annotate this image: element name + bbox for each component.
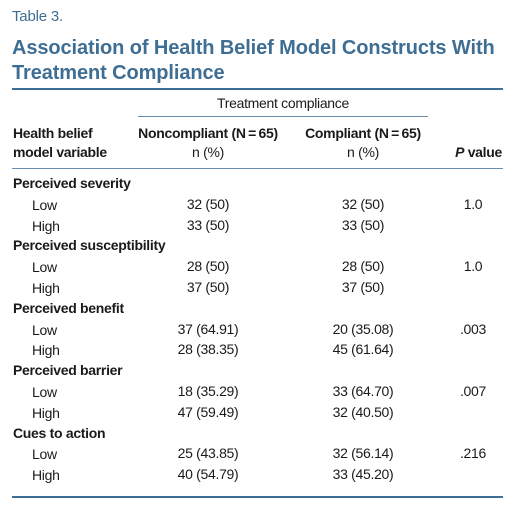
- p-value-cell: .007: [459, 383, 487, 399]
- table-row-label: Low: [32, 197, 57, 213]
- column-header-variable-line-1: Health belief: [13, 125, 93, 141]
- table-bottom-rule: [12, 496, 503, 498]
- table-group-row: Perceived barrier: [13, 362, 123, 378]
- compliant-cell: 32 (56.14): [332, 445, 394, 461]
- column-header-compliant-line-1: Compliant (N = 65): [305, 125, 421, 141]
- noncompliant-cell: 47 (59.49): [177, 404, 239, 420]
- compliant-cell: 32 (50): [341, 196, 385, 212]
- group-header-treatment-compliance: Treatment compliance: [217, 95, 349, 111]
- table-row-label: High: [32, 280, 60, 296]
- compliant-cell: 33 (64.70): [332, 383, 394, 399]
- table-row-label: Low: [32, 259, 57, 275]
- table-group-row: Perceived susceptibility: [13, 237, 166, 253]
- compliant-cell: 45 (61.64): [332, 341, 394, 357]
- column-header-noncompliant-line-2: n (%): [192, 144, 224, 160]
- table-row-label: Low: [32, 322, 57, 338]
- column-header-p-value: P value: [440, 142, 502, 162]
- noncompliant-cell: 33 (50): [186, 217, 230, 233]
- p-value-cell: 1.0: [463, 196, 483, 212]
- column-header-variable-line-2: model variable: [13, 144, 107, 160]
- column-header-p-suffix: value: [464, 144, 503, 160]
- table-row-label: High: [32, 218, 60, 234]
- column-header-noncompliant-line-1: Noncompliant (N = 65): [138, 125, 278, 141]
- group-header-rule: [138, 116, 428, 117]
- noncompliant-cell: 40 (54.79): [177, 466, 239, 482]
- table-title: Association of Health Belief Model Const…: [12, 37, 495, 84]
- table-row-label: High: [32, 342, 60, 358]
- table-row-label: High: [32, 467, 60, 483]
- noncompliant-cell: 37 (50): [186, 279, 230, 295]
- noncompliant-cell: 25 (43.85): [177, 445, 239, 461]
- table-label: Table 3.: [12, 8, 63, 25]
- table-row-label: Low: [32, 384, 57, 400]
- p-value-cell: .216: [459, 445, 487, 461]
- column-header-p-italic: P: [455, 144, 465, 160]
- table-top-rule: [12, 88, 503, 90]
- noncompliant-cell: 28 (50): [186, 258, 230, 274]
- table-row-label: Low: [32, 446, 57, 462]
- noncompliant-cell: 32 (50): [186, 196, 230, 212]
- noncompliant-cell: 18 (35.29): [177, 383, 239, 399]
- compliant-cell: 37 (50): [341, 279, 385, 295]
- column-header-compliant-line-2: n (%): [347, 144, 379, 160]
- header-bottom-rule: [12, 168, 503, 169]
- compliant-cell: 28 (50): [341, 258, 385, 274]
- compliant-cell: 33 (50): [341, 217, 385, 233]
- noncompliant-cell: 28 (38.35): [177, 341, 239, 357]
- compliant-cell: 32 (40.50): [332, 404, 394, 420]
- p-value-cell: 1.0: [463, 258, 483, 274]
- compliant-cell: 20 (35.08): [332, 321, 394, 337]
- noncompliant-cell: 37 (64.91): [177, 321, 239, 337]
- table-row-label: High: [32, 405, 60, 421]
- table-group-row: Perceived severity: [13, 175, 131, 191]
- table-group-row: Perceived benefit: [13, 300, 124, 316]
- compliant-cell: 33 (45.20): [332, 466, 394, 482]
- table-group-row: Cues to action: [13, 425, 106, 441]
- p-value-cell: .003: [459, 321, 487, 337]
